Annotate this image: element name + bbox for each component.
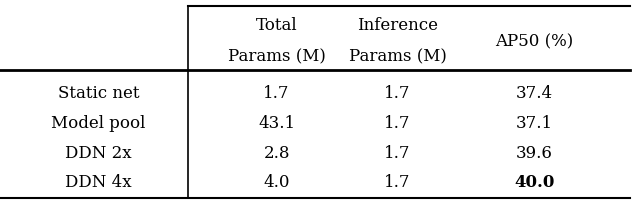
Text: Inference: Inference	[357, 17, 438, 34]
Text: 37.4: 37.4	[516, 85, 553, 102]
Text: Total: Total	[256, 17, 298, 34]
Text: 1.7: 1.7	[384, 174, 411, 191]
Text: 39.6: 39.6	[516, 144, 553, 162]
Text: Static net: Static net	[58, 85, 139, 102]
Text: 1.7: 1.7	[263, 85, 290, 102]
Text: Params (M): Params (M)	[349, 49, 446, 66]
Text: 40.0: 40.0	[514, 174, 555, 191]
Text: DDN 4x: DDN 4x	[66, 174, 132, 191]
Text: 1.7: 1.7	[384, 115, 411, 132]
Text: 1.7: 1.7	[384, 144, 411, 162]
Text: DDN 2x: DDN 2x	[66, 144, 132, 162]
Text: AP50 (%): AP50 (%)	[495, 33, 574, 50]
Text: 1.7: 1.7	[384, 85, 411, 102]
Text: Params (M): Params (M)	[228, 49, 326, 66]
Text: 4.0: 4.0	[263, 174, 290, 191]
Text: 43.1: 43.1	[258, 115, 295, 132]
Text: 2.8: 2.8	[263, 144, 290, 162]
Text: Model pool: Model pool	[52, 115, 146, 132]
Text: 37.1: 37.1	[516, 115, 553, 132]
